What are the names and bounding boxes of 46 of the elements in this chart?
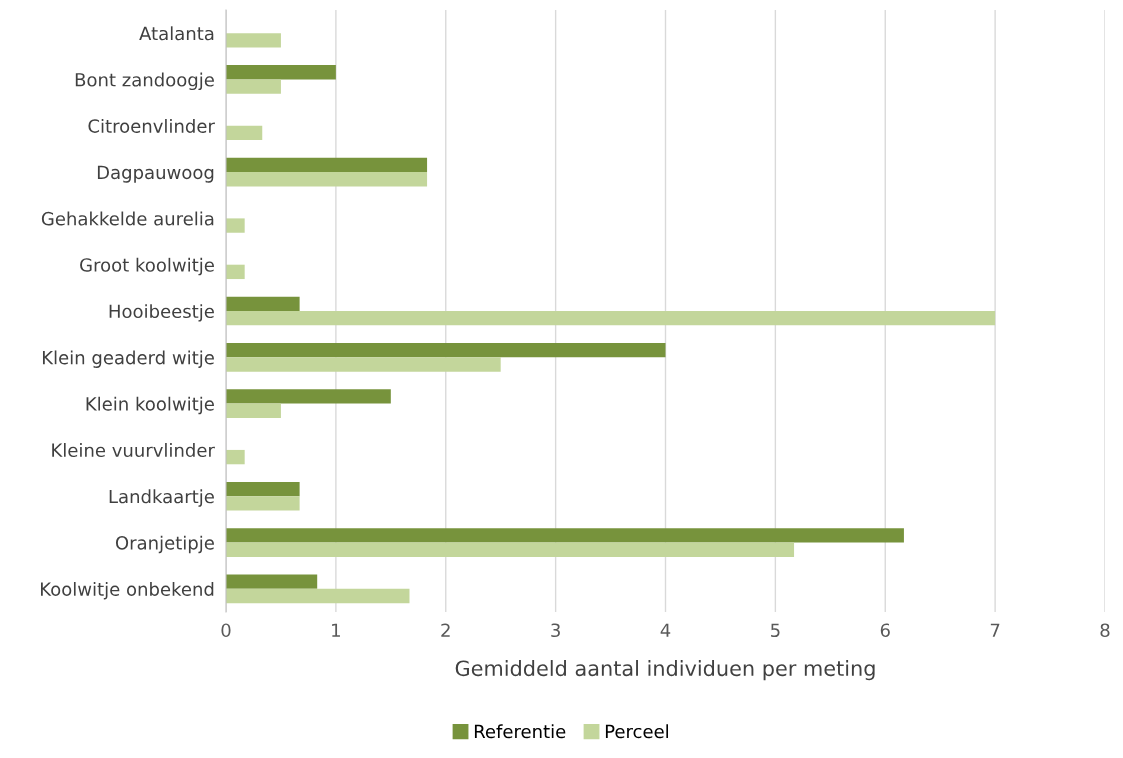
- x-tick-label: 0: [221, 623, 231, 638]
- bar: [226, 528, 904, 543]
- x-tick-label: 1: [332, 623, 340, 637]
- bar: [226, 33, 281, 48]
- bar: [226, 296, 300, 311]
- x-axis-title: Gemiddeld aantal individuen per meting: [455, 660, 875, 681]
- bar: [226, 79, 281, 94]
- bar: [226, 311, 996, 326]
- bar: [226, 157, 428, 173]
- x-tick-label: 7: [990, 623, 1000, 637]
- y-tick-label: Citroenvlinder: [88, 118, 215, 133]
- x-tick-label: 5: [771, 623, 780, 638]
- bar: [226, 481, 300, 497]
- y-tick-label: Klein geaderd witje: [42, 350, 214, 368]
- bar: [226, 264, 245, 280]
- bar: [226, 588, 410, 604]
- bar: [226, 357, 501, 372]
- y-tick-label: Oranjetipje: [115, 535, 214, 554]
- y-tick-label: Klein koolwitje: [86, 396, 214, 415]
- legend-label: Perceel: [605, 724, 668, 739]
- bar: [226, 342, 666, 358]
- y-tick-label: Gehakkelde aurelia: [41, 211, 214, 226]
- legend-label: Referentie: [474, 724, 566, 739]
- bar: [226, 172, 428, 187]
- y-tick-label: Groot koolwitje: [80, 257, 214, 276]
- bar: [226, 449, 245, 465]
- y-tick-label: Atalanta: [139, 26, 214, 41]
- x-tick-label: 8: [1100, 623, 1110, 638]
- y-tick-label: Landkaartje: [109, 489, 214, 507]
- bar: [226, 574, 318, 589]
- y-tick-label: Koolwitje onbekend: [41, 581, 214, 600]
- bar: [226, 496, 300, 511]
- x-tick-label: 6: [880, 623, 890, 638]
- bar: [226, 403, 281, 418]
- y-tick-label: Hooibeestje: [109, 304, 214, 322]
- x-tick-label: 4: [660, 623, 671, 637]
- bar: [226, 125, 263, 141]
- bar: [226, 389, 391, 404]
- y-tick-label: Dagpauwoog: [97, 165, 214, 183]
- bar: [226, 218, 245, 233]
- x-tick-label: 3: [551, 623, 560, 638]
- y-tick-label: Kleine vuurvlinder: [52, 443, 215, 458]
- x-tick-label: 2: [441, 623, 450, 637]
- bar: [226, 542, 795, 557]
- y-tick-label: Bont zandoogje: [75, 72, 214, 91]
- bar: [226, 65, 336, 80]
